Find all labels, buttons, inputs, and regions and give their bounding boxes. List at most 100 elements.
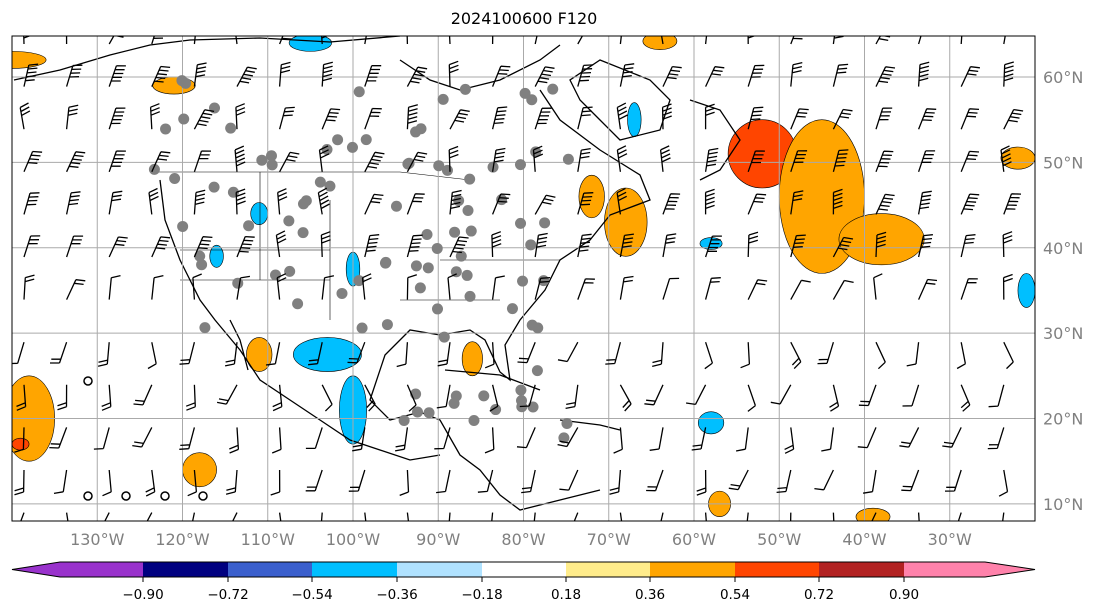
wind-barb [484,427,495,454]
wind-barb [517,341,536,364]
station-dot [438,331,450,343]
colorbar-segment [60,562,143,577]
station-dot [297,227,309,239]
wind-barb [691,427,707,451]
wind-barb [436,384,451,409]
wind-barb [364,151,385,173]
wind-barb [1002,512,1005,521]
station-dot [398,414,410,426]
wind-barb [1003,61,1014,87]
wind-barb [960,108,980,130]
wind-barb [516,427,536,449]
wind-barb [747,231,759,258]
station-dot [208,181,220,193]
longitude-labels: 130°W 120°W 110°W 100°W 90°W 80°W 70°W 60°W 50°W… [70,530,972,549]
station-dot [514,159,526,171]
lat-label: 60°N [1043,68,1083,87]
wind-barb [406,104,418,130]
calm-circle [160,491,170,501]
colorbar-tick-label: 0.18 [551,587,581,603]
wind-barb [646,469,664,492]
wind-barb [23,192,40,215]
colorbar-segment [228,562,312,577]
wind-barb [179,342,196,365]
wind-barb [832,36,844,45]
colorbar-segment [397,562,482,577]
calm-circle [198,491,208,501]
wind-barb [534,36,538,45]
wind-barb [491,231,502,258]
wind-barb [23,235,41,258]
wind-barb [577,36,584,45]
wind-barb [101,384,112,411]
colorbar-segment [819,562,904,577]
wind-barb [747,279,768,300]
lon-label: 120°W [155,530,210,549]
shaded-field [12,36,1035,521]
wind-barb [65,512,69,521]
wind-barb [619,63,635,87]
wind-barb [361,273,372,300]
wind-barb [447,273,457,300]
wind-barb [321,61,333,87]
wind-barb [151,151,171,173]
wind-barb [917,36,922,45]
wind-barb [278,106,295,130]
colorbar-tick-label: −0.36 [376,587,417,603]
wind-barb [187,469,198,497]
wind-barb [406,36,409,45]
wind-barb [1003,36,1006,45]
wind-barb [232,512,238,521]
station-dot [194,250,206,262]
wind-barb [434,427,451,450]
wind-barb [275,230,287,258]
wind-barb [19,102,31,130]
wind-barb [278,512,282,521]
wind-barb [871,512,877,521]
station-dot [453,195,465,207]
lon-label: 60°W [672,530,716,549]
wind-barb [394,427,409,452]
wind-barb [278,61,291,87]
colorbar-tick-label: −0.18 [461,587,502,603]
wind-barb [557,427,579,448]
colorbar-segment [650,562,735,577]
station-dot [360,134,372,146]
wind-barb [832,149,849,172]
shaded-region [209,244,224,268]
station-dot [464,173,476,185]
wind-barb [917,150,936,173]
wind-barb [988,384,1005,408]
wind-barb [521,469,536,494]
station-dot [380,256,392,268]
wind-barb [65,104,79,130]
colorbar-outline [11,561,1036,578]
wind-barb [559,469,579,491]
map-title: 2024100600 F120 [450,9,598,28]
station-dot [450,266,462,278]
wind-barb [605,342,622,365]
wind-barb [406,384,417,412]
station-dot [461,269,473,281]
colorbar-extend-min [12,562,60,577]
wind-barb [276,273,287,300]
wind-barb [23,274,35,300]
lon-label: 100°W [326,530,381,549]
wind-barb [484,342,495,369]
wind-barb [704,36,708,45]
lon-label: 50°W [757,530,801,549]
station-dot [464,290,476,302]
wind-barb [832,236,854,258]
wind-barb [364,193,384,215]
wind-barb [108,236,128,258]
wind-barb [364,234,380,258]
wind-barb [321,108,341,130]
wind-barb [235,103,246,130]
wind-barb [619,512,623,521]
wind-barb [960,278,978,300]
station-dot [266,159,278,171]
wind-barb [533,512,536,521]
wind-barb [193,236,213,258]
wind-barb [662,233,677,258]
wind-barb [320,512,323,521]
